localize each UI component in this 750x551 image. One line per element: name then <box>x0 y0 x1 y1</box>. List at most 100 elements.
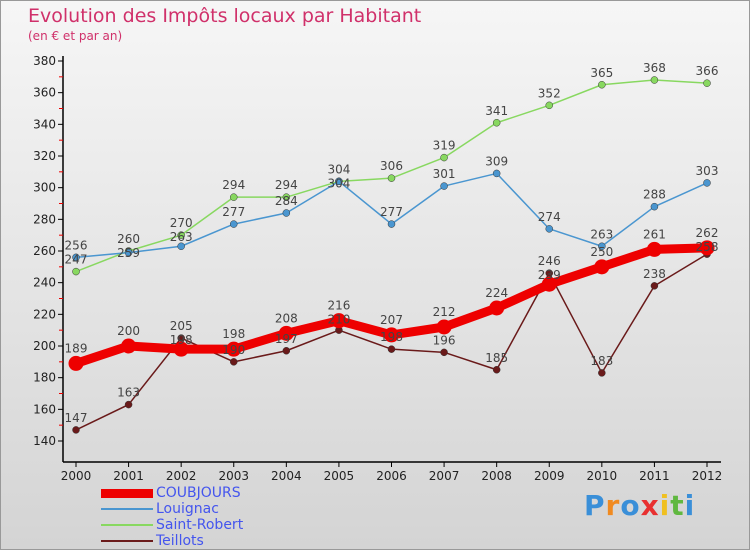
chart-title: Evolution des Impôts locaux par Habitant <box>28 5 422 27</box>
y-tick-label: 340 <box>33 117 56 131</box>
data-label: 259 <box>117 246 140 260</box>
data-label: 366 <box>696 64 719 78</box>
data-point <box>177 242 185 250</box>
x-tick-label: 2010 <box>587 469 618 483</box>
data-point <box>177 231 185 239</box>
data-point <box>387 345 396 353</box>
data-label: 196 <box>433 333 456 347</box>
data-point <box>594 259 610 275</box>
x-tick-label: 2002 <box>166 469 197 483</box>
data-point <box>282 347 291 355</box>
legend-item-saint-robert: Saint-Robert <box>101 517 243 533</box>
data-point <box>440 182 448 190</box>
data-point <box>331 313 347 329</box>
data-point <box>436 319 452 335</box>
data-label: 304 <box>327 162 350 176</box>
data-label: 198 <box>170 333 193 347</box>
y-tick-label: 240 <box>33 276 56 290</box>
x-tick-label: 2007 <box>429 469 460 483</box>
data-point <box>282 193 291 201</box>
data-point <box>703 179 711 187</box>
data-label: 274 <box>538 210 561 224</box>
data-label: 304 <box>327 176 350 190</box>
data-label: 185 <box>485 351 508 365</box>
data-label: 270 <box>170 216 193 230</box>
y-tick-label: 300 <box>33 181 56 195</box>
y-tick-label: 200 <box>33 339 56 353</box>
data-point <box>230 358 238 366</box>
data-label: 208 <box>275 311 298 325</box>
x-tick-label: 2001 <box>113 469 144 483</box>
data-point <box>545 101 553 110</box>
data-label: 163 <box>117 386 140 400</box>
x-tick-label: 2011 <box>639 469 670 483</box>
data-point <box>492 119 501 127</box>
data-point <box>545 269 553 277</box>
data-label: 147 <box>65 411 88 425</box>
x-tick-label: 2006 <box>376 469 407 483</box>
data-label: 224 <box>485 286 508 300</box>
data-label: 306 <box>380 159 403 173</box>
data-label: 260 <box>117 232 140 246</box>
x-tick-label: 2000 <box>61 469 92 483</box>
data-label: 277 <box>380 205 403 219</box>
data-label: 250 <box>590 245 613 259</box>
legend-label: COUBJOURS <box>156 485 241 501</box>
legend-label: Louignac <box>156 501 219 517</box>
data-point <box>278 325 294 341</box>
data-point <box>72 267 80 276</box>
data-label: 190 <box>222 343 245 357</box>
y-tick-label: 280 <box>33 212 56 226</box>
data-label: 200 <box>117 324 140 338</box>
data-label: 183 <box>590 354 613 368</box>
data-point <box>282 209 291 217</box>
data-label: 262 <box>696 226 719 240</box>
legend-label: Saint-Robert <box>156 517 244 533</box>
data-label: 239 <box>538 268 561 282</box>
data-point <box>226 341 242 357</box>
data-point <box>598 81 606 89</box>
x-tick-label: 2004 <box>271 469 302 483</box>
data-label: 210 <box>327 313 350 327</box>
chart-subtitle: (en € et par an) <box>28 29 123 43</box>
data-label: 207 <box>380 313 403 327</box>
data-point <box>230 193 238 201</box>
data-label: 238 <box>643 267 666 281</box>
data-point <box>650 282 659 290</box>
data-point <box>598 369 606 377</box>
data-label: 256 <box>65 238 88 252</box>
legend-item-coubjours: COUBJOURS <box>101 485 241 501</box>
data-label: 263 <box>590 227 613 241</box>
data-point <box>489 300 505 316</box>
data-point <box>440 153 448 162</box>
data-point <box>121 338 137 354</box>
data-point <box>492 366 501 374</box>
data-label: 288 <box>643 188 666 202</box>
data-point <box>230 220 238 228</box>
data-label: 277 <box>222 205 245 219</box>
data-point <box>68 355 84 371</box>
data-point <box>699 240 715 256</box>
data-label: 263 <box>170 230 193 244</box>
data-label: 303 <box>696 164 719 178</box>
data-label: 212 <box>433 305 456 319</box>
data-point <box>541 276 557 292</box>
data-point <box>545 225 553 233</box>
y-tick-label: 180 <box>33 371 56 385</box>
legend-item-louignac: Louignac <box>101 501 219 517</box>
data-label: 368 <box>643 61 666 75</box>
data-label: 294 <box>275 178 298 192</box>
data-point <box>440 348 448 357</box>
data-label: 294 <box>222 178 245 192</box>
data-label: 198 <box>222 327 245 341</box>
x-tick-label: 2005 <box>324 469 355 483</box>
x-tick-label: 2009 <box>534 469 565 483</box>
data-point <box>177 334 185 342</box>
y-tick-label: 380 <box>33 54 56 68</box>
data-point <box>650 202 659 211</box>
data-label: 247 <box>65 253 88 267</box>
data-point <box>646 241 662 257</box>
data-point <box>492 169 501 178</box>
data-point <box>72 253 80 262</box>
